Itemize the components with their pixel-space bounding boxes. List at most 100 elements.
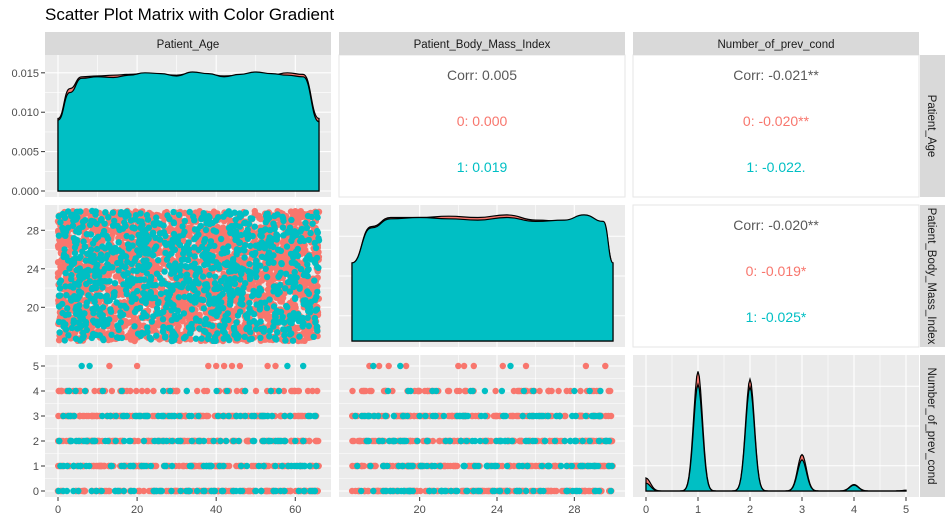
point-group-1: [203, 281, 210, 288]
point-group-1: [233, 412, 240, 420]
point-group-1: [92, 284, 100, 292]
point-group-1: [140, 437, 148, 445]
point-group-1: [118, 387, 126, 395]
point-group-1: [104, 437, 112, 445]
point-group-1: [237, 276, 244, 283]
point-group-1: [73, 236, 80, 244]
point-group-1: [210, 337, 217, 344]
point-group-1: [192, 335, 200, 342]
point-group-1: [121, 219, 128, 226]
point-group-1: [280, 217, 287, 225]
point-group-1: [380, 487, 387, 495]
point-group-1: [82, 270, 90, 277]
point-group-1: [181, 293, 188, 301]
point-group-1: [288, 320, 295, 327]
point-group-0: [138, 387, 146, 395]
point-group-1: [271, 223, 278, 230]
point-group-1: [210, 487, 217, 495]
point-group-1: [114, 222, 121, 230]
point-group-1: [131, 323, 138, 330]
point-group-1: [289, 337, 297, 344]
point-group-1: [223, 437, 230, 445]
point-group-1: [213, 259, 220, 266]
point-group-1: [150, 313, 157, 320]
point-group-1: [153, 270, 161, 277]
point-group-1: [177, 272, 184, 279]
point-group-1: [65, 332, 72, 339]
point-group-1: [79, 334, 87, 341]
point-group-1: [219, 290, 226, 298]
point-group-1: [147, 276, 154, 284]
point-group-0: [264, 362, 271, 370]
point-group-0: [296, 412, 304, 420]
point-group-1: [104, 252, 111, 259]
point-group-1: [110, 249, 117, 256]
point-group-1: [136, 251, 143, 259]
point-group-1: [252, 270, 259, 277]
point-group-1: [236, 223, 244, 230]
point-group-1: [55, 303, 63, 310]
point-group-1: [186, 208, 193, 216]
point-group-1: [193, 487, 201, 495]
point-group-1: [274, 290, 281, 298]
point-group-1: [99, 284, 106, 291]
panel-bg-2-1: [339, 355, 625, 497]
point-group-1: [183, 387, 190, 395]
point-group-1: [252, 265, 259, 272]
point-group-1: [71, 249, 79, 257]
point-group-1: [227, 298, 234, 305]
point-group-1: [73, 437, 80, 445]
point-group-1: [136, 304, 144, 312]
point-group-1: [311, 296, 319, 303]
point-group-1: [191, 260, 198, 267]
point-group-1: [233, 251, 240, 258]
point-group-1: [56, 329, 63, 336]
point-group-1: [79, 248, 86, 255]
point-group-1: [76, 254, 83, 262]
point-group-1: [595, 487, 603, 495]
point-group-1: [139, 314, 146, 321]
point-group-1: [151, 245, 158, 253]
point-group-1: [106, 278, 113, 285]
point-group-1: [143, 412, 151, 420]
point-group-1: [514, 487, 521, 495]
point-group-1: [121, 272, 128, 279]
point-group-1: [105, 243, 112, 251]
point-group-1: [67, 283, 74, 290]
point-group-1: [87, 231, 95, 238]
point-group-1: [230, 262, 237, 269]
point-group-1: [153, 219, 160, 226]
point-group-1: [265, 437, 273, 445]
density-prevcond-group-1: [645, 382, 907, 492]
point-group-1: [201, 261, 208, 269]
point-group-1: [96, 311, 103, 318]
point-group-1: [130, 487, 138, 495]
point-group-1: [147, 462, 155, 470]
point-group-1: [200, 327, 208, 335]
point-group-1: [145, 235, 152, 242]
point-group-1: [108, 462, 116, 470]
point-group-0: [194, 387, 201, 395]
point-group-1: [105, 262, 112, 269]
point-group-1: [127, 437, 134, 445]
point-group-0: [236, 362, 244, 370]
point-group-1: [177, 487, 184, 495]
point-group-1: [82, 437, 89, 445]
point-group-1: [133, 412, 140, 420]
point-group-1: [276, 272, 283, 279]
point-group-0: [293, 210, 300, 217]
point-group-1: [96, 292, 104, 299]
point-group-1: [96, 254, 104, 262]
point-group-1: [167, 241, 174, 248]
point-group-0: [82, 208, 90, 215]
point-group-1: [281, 487, 288, 495]
point-group-1: [203, 220, 210, 227]
point-group-0: [252, 387, 260, 395]
point-group-1: [72, 216, 79, 223]
point-group-0: [180, 302, 187, 309]
point-group-1: [313, 209, 320, 216]
point-group-1: [160, 222, 167, 229]
point-group-1: [72, 335, 80, 342]
point-group-1: [272, 487, 280, 495]
